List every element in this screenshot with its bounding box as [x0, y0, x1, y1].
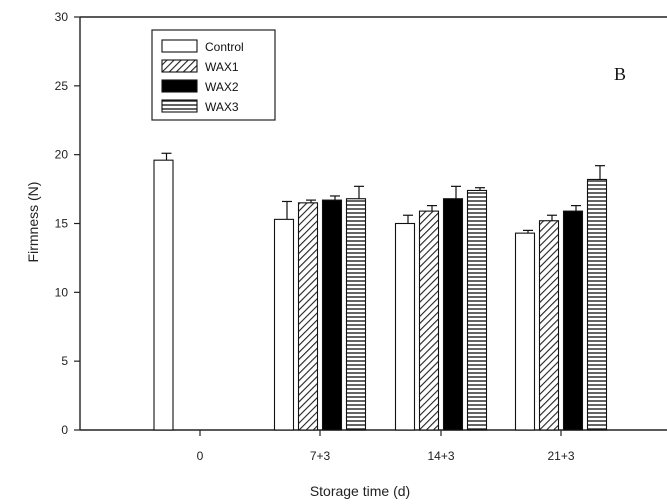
bar-control-3 — [514, 232, 536, 431]
y-tick-label: 25 — [55, 79, 69, 93]
bar-wax2-1 — [321, 199, 343, 431]
y-tick-label: 5 — [61, 354, 68, 368]
bar-wax3-3 — [586, 178, 608, 431]
y-tick-label: 0 — [61, 423, 68, 437]
bar-wax1-2 — [418, 210, 440, 431]
x-tick-label: 14+3 — [427, 449, 454, 463]
legend-swatch-wax2 — [161, 79, 198, 93]
panel-letter: B — [614, 64, 626, 84]
x-tick-label: 0 — [197, 449, 204, 463]
legend-label-control: Control — [205, 40, 244, 54]
bar-wax2-2 — [442, 198, 464, 431]
bar-wax2-3 — [562, 210, 584, 431]
y-axis-title: Firmness (N) — [25, 182, 41, 263]
y-tick-label: 20 — [55, 148, 69, 162]
x-tick-label: 21+3 — [547, 449, 574, 463]
bar-wax1-1 — [297, 202, 319, 431]
bar-wax1-3 — [538, 220, 560, 431]
x-tick-label: 7+3 — [310, 449, 331, 463]
y-tick-label: 15 — [55, 217, 69, 231]
legend-swatch-wax1 — [161, 59, 198, 73]
bar-wax3-2 — [466, 189, 488, 431]
legend-label-wax2: WAX2 — [205, 80, 239, 94]
y-tick-label: 30 — [55, 10, 69, 24]
legend-label-wax3: WAX3 — [205, 100, 239, 114]
legend-swatch-wax3 — [161, 99, 198, 113]
y-tick-label: 10 — [55, 285, 69, 299]
bar-control-2 — [394, 222, 416, 431]
legend-label-wax1: WAX1 — [205, 60, 239, 74]
legend-swatch-control — [161, 39, 198, 53]
bar-control-0 — [153, 159, 174, 431]
x-axis-title: Storage time (d) — [310, 483, 410, 499]
bar-control-1 — [273, 218, 295, 431]
bar-wax3-1 — [345, 198, 367, 431]
